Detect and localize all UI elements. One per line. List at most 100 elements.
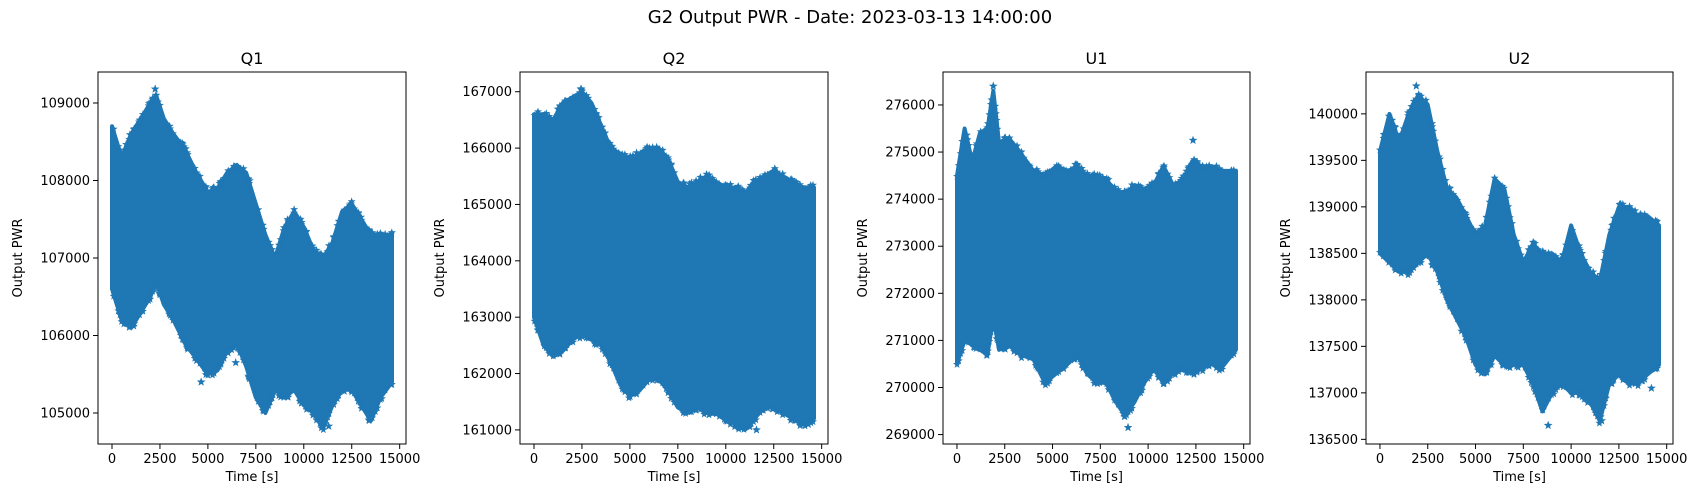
data-point <box>1591 273 1600 281</box>
data-point <box>1032 165 1041 173</box>
data-point <box>1227 166 1235 175</box>
y-tick-label: 274000 <box>885 193 935 208</box>
data-point <box>317 250 326 258</box>
data-point <box>258 403 267 411</box>
y-axis-label: Output PWR <box>433 218 448 297</box>
data-point <box>1407 265 1416 274</box>
data-point <box>594 113 603 121</box>
data-point <box>254 205 263 214</box>
data-point <box>152 91 161 99</box>
data-point <box>1193 157 1201 165</box>
data-point <box>1202 360 1211 369</box>
data-point <box>1174 367 1183 376</box>
data-point <box>801 184 810 193</box>
data-point <box>119 148 128 156</box>
data-point <box>751 175 760 183</box>
data-point <box>1521 363 1530 371</box>
data-point <box>976 127 985 136</box>
data-point <box>1128 404 1136 412</box>
outlier-point <box>752 425 761 434</box>
data-point <box>1600 401 1609 410</box>
x-tick-label: 2500 <box>143 452 176 467</box>
data-point <box>763 404 772 412</box>
data-point <box>1490 351 1499 359</box>
data-point <box>154 97 162 106</box>
data-point <box>1078 364 1087 372</box>
data-point <box>227 165 236 174</box>
data-point <box>706 408 715 417</box>
data-point <box>377 394 386 403</box>
data-point <box>662 152 671 160</box>
data-point <box>983 346 992 355</box>
data-point <box>1054 367 1063 376</box>
data-point <box>1508 219 1516 227</box>
data-point <box>1104 175 1113 183</box>
data-point <box>115 310 124 319</box>
data-point <box>357 212 365 221</box>
data-point <box>1190 370 1198 378</box>
data-point <box>1461 333 1470 341</box>
y-tick-label: 107000 <box>40 252 90 267</box>
data-point <box>1625 381 1634 389</box>
data-point <box>357 404 366 412</box>
outlier-point <box>1647 383 1656 392</box>
data-point <box>1193 368 1201 376</box>
data-point <box>1013 348 1021 357</box>
data-point <box>279 223 288 232</box>
data-point <box>1376 248 1384 256</box>
data-point <box>670 398 679 406</box>
y-tick-label: 140000 <box>1308 107 1358 122</box>
data-point <box>679 406 688 414</box>
data-point <box>311 248 320 256</box>
x-tick-label: 0 <box>953 452 961 467</box>
data-point <box>130 319 139 328</box>
data-point <box>1436 154 1444 163</box>
data-point <box>1405 268 1414 277</box>
y-tick-label: 276000 <box>885 98 935 113</box>
data-point <box>1568 226 1577 234</box>
data-point <box>258 220 267 229</box>
data-point <box>555 350 564 358</box>
data-point <box>1631 206 1640 215</box>
data-point <box>1124 186 1133 195</box>
data-point <box>138 307 147 315</box>
data-point <box>333 394 342 403</box>
data-point <box>620 387 629 396</box>
data-point <box>1524 245 1533 254</box>
data-point <box>1078 166 1087 175</box>
data-point <box>308 241 317 250</box>
data-point <box>645 143 654 152</box>
data-point <box>1215 363 1224 371</box>
data-point <box>1001 133 1010 141</box>
data-point <box>1478 222 1487 230</box>
data-point <box>266 397 275 406</box>
data-point <box>1407 102 1416 110</box>
data-point <box>993 335 1002 344</box>
data-point <box>1651 216 1660 224</box>
data-point <box>1431 136 1440 145</box>
y-tick-label: 270000 <box>885 381 935 396</box>
data-point <box>1518 360 1527 369</box>
data-point <box>1179 365 1188 373</box>
data-point <box>768 168 777 176</box>
data-point <box>1171 179 1180 188</box>
data-point <box>1218 365 1227 373</box>
data-point <box>545 349 554 357</box>
data-point <box>601 128 610 137</box>
x-tick-label: 15000 <box>801 452 842 467</box>
data-point <box>1651 365 1660 373</box>
data-point <box>712 177 721 186</box>
data-point <box>1145 181 1154 189</box>
data-point <box>165 309 174 318</box>
data-point <box>1077 360 1086 369</box>
data-point <box>1067 165 1075 174</box>
outlier-point <box>324 421 334 430</box>
data-point <box>323 412 332 421</box>
data-point <box>1601 394 1610 402</box>
data-point <box>1637 376 1646 385</box>
data-point <box>1034 364 1042 372</box>
data-point <box>958 346 967 354</box>
data-point <box>1005 342 1014 350</box>
data-point <box>1004 339 1013 348</box>
